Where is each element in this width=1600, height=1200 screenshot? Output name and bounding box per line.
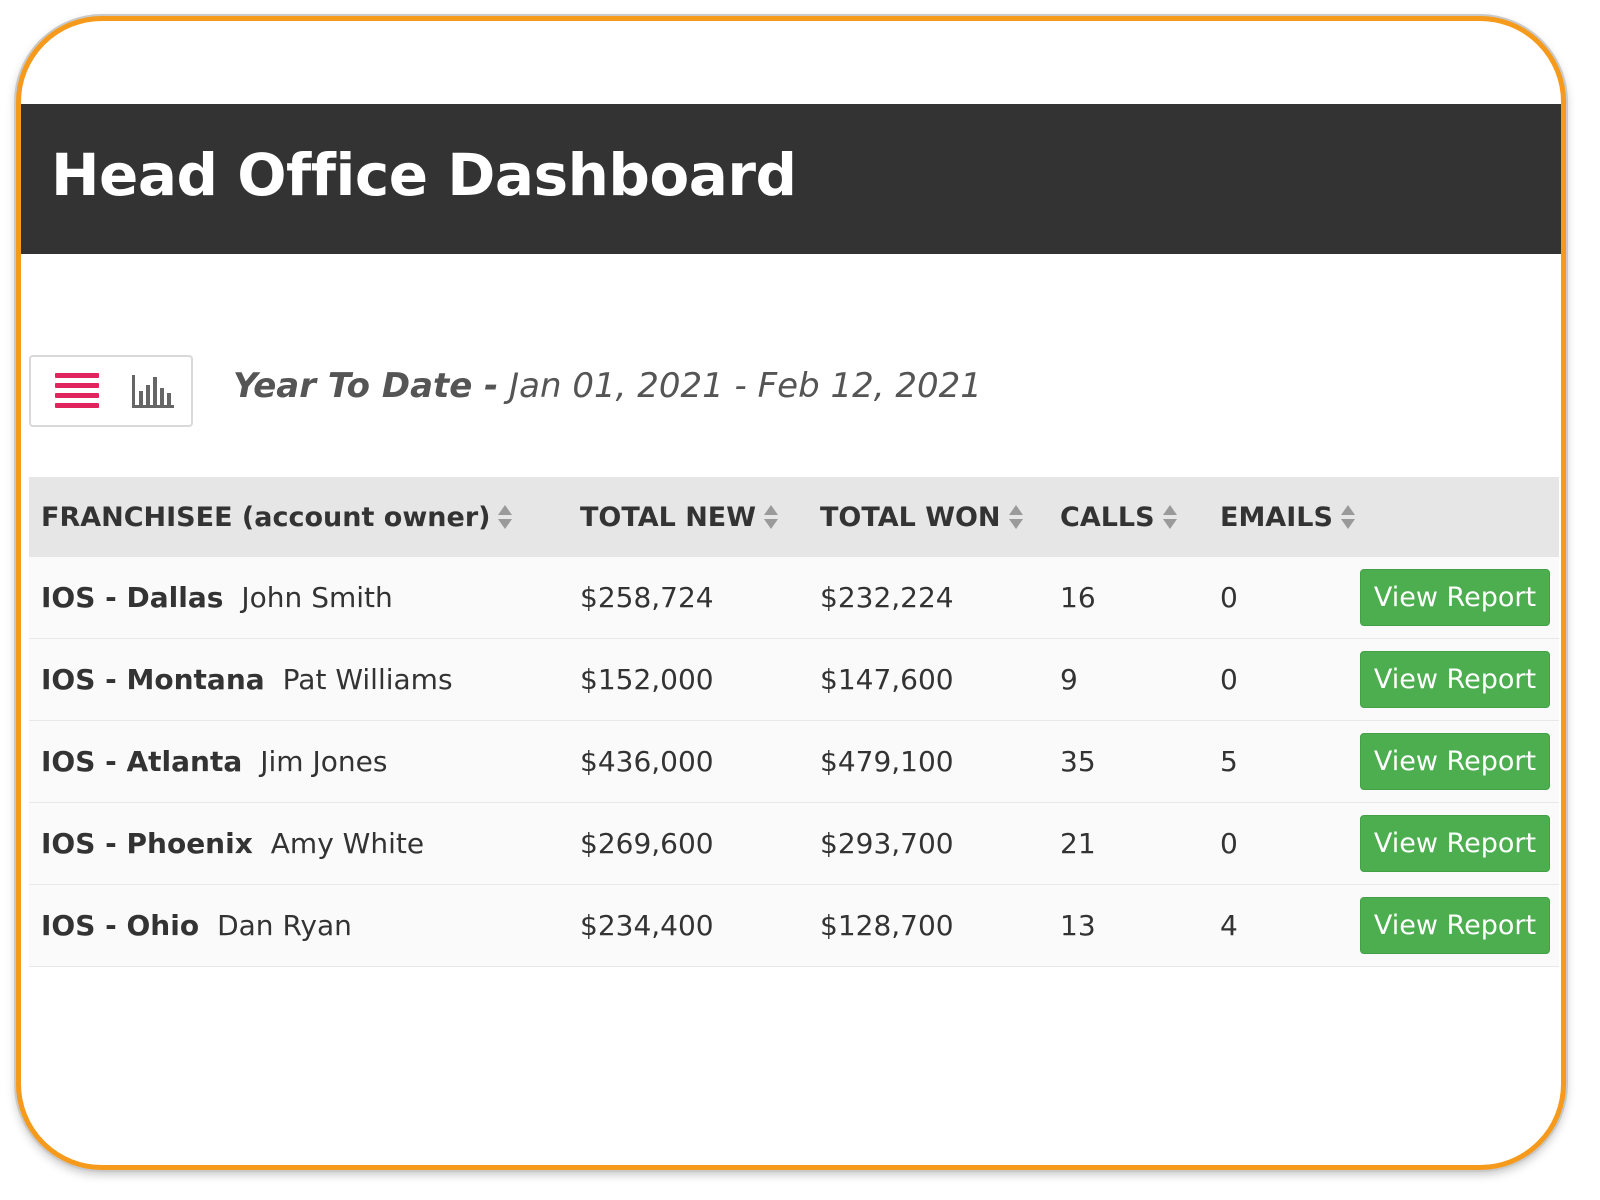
view-report-button[interactable]: View Report: [1360, 815, 1550, 872]
view-report-button[interactable]: View Report: [1360, 897, 1550, 954]
franchisee-cell: IOS - Dallas John Smith: [41, 557, 393, 638]
calls-cell: 35: [1060, 745, 1096, 778]
calls-cell: 13: [1060, 909, 1096, 942]
franchisee-cell: IOS - Atlanta Jim Jones: [41, 721, 387, 802]
emails-cell: 0: [1220, 663, 1238, 696]
column-header-total-new[interactable]: TOTAL NEW: [580, 477, 779, 557]
emails-cell: 4: [1220, 909, 1238, 942]
franchisee-location: IOS - Dallas: [41, 581, 224, 614]
sort-icon: [1162, 503, 1177, 531]
list-view-button[interactable]: [39, 357, 115, 425]
total-new-cell: $269,600: [580, 827, 714, 860]
table-row: IOS - Ohio Dan Ryan $234,400 $128,700 13…: [29, 885, 1559, 967]
franchisee-owner: Jim Jones: [260, 745, 388, 778]
table-row: IOS - Montana Pat Williams $152,000 $147…: [29, 639, 1559, 721]
franchisee-cell: IOS - Ohio Dan Ryan: [41, 885, 352, 966]
sort-icon: [1008, 503, 1023, 531]
table-row: IOS - Dallas John Smith $258,724 $232,22…: [29, 557, 1559, 639]
franchisee-cell: IOS - Phoenix Amy White: [41, 803, 424, 884]
total-won-cell: $232,224: [820, 581, 954, 614]
franchisee-location: IOS - Atlanta: [41, 745, 243, 778]
calls-cell: 21: [1060, 827, 1096, 860]
franchisee-owner: Dan Ryan: [217, 909, 352, 942]
calls-cell: 9: [1060, 663, 1078, 696]
sort-icon: [764, 503, 779, 531]
table-row: IOS - Atlanta Jim Jones $436,000 $479,10…: [29, 721, 1559, 803]
franchisee-location: IOS - Montana: [41, 663, 265, 696]
table-row: IOS - Phoenix Amy White $269,600 $293,70…: [29, 803, 1559, 885]
view-toggle-group: [29, 355, 193, 427]
total-new-cell: $152,000: [580, 663, 714, 696]
list-icon: [55, 373, 99, 408]
sort-icon: [498, 503, 513, 531]
column-header-franchisee[interactable]: FRANCHISEE (account owner): [41, 477, 513, 557]
column-header-emails[interactable]: EMAILS: [1220, 477, 1355, 557]
emails-cell: 5: [1220, 745, 1238, 778]
franchisee-table: FRANCHISEE (account owner) TOTAL NEW TOT…: [29, 477, 1559, 967]
franchisee-owner: Pat Williams: [282, 663, 453, 696]
total-won-cell: $479,100: [820, 745, 954, 778]
period-label: Year To Date -: [233, 366, 499, 406]
page-header: Head Office Dashboard: [21, 104, 1561, 254]
calls-cell: 16: [1060, 581, 1096, 614]
period-range: Jan 01, 2021 - Feb 12, 2021: [509, 366, 982, 406]
total-new-cell: $436,000: [580, 745, 714, 778]
page-title: Head Office Dashboard: [51, 141, 797, 209]
app-frame: Head Office Dashboard Year To Date: [16, 16, 1566, 1170]
franchisee-location: IOS - Phoenix: [41, 827, 253, 860]
view-report-button[interactable]: View Report: [1360, 733, 1550, 790]
franchisee-cell: IOS - Montana Pat Williams: [41, 639, 453, 720]
total-won-cell: $147,600: [820, 663, 954, 696]
total-won-cell: $128,700: [820, 909, 954, 942]
franchisee-location: IOS - Ohio: [41, 909, 200, 942]
view-report-button[interactable]: View Report: [1360, 651, 1550, 708]
column-header-calls[interactable]: CALLS: [1060, 477, 1177, 557]
franchisee-owner: Amy White: [270, 827, 425, 860]
sort-icon: [1340, 503, 1355, 531]
column-header-total-won[interactable]: TOTAL WON: [820, 477, 1023, 557]
date-range-heading: Year To Date - Jan 01, 2021 - Feb 12, 20…: [233, 366, 982, 406]
emails-cell: 0: [1220, 827, 1238, 860]
total-won-cell: $293,700: [820, 827, 954, 860]
total-new-cell: $234,400: [580, 909, 714, 942]
franchisee-owner: John Smith: [241, 581, 393, 614]
chart-view-button[interactable]: [115, 357, 191, 425]
view-report-button[interactable]: View Report: [1360, 569, 1550, 626]
emails-cell: 0: [1220, 581, 1238, 614]
total-new-cell: $258,724: [580, 581, 714, 614]
table-header-row: FRANCHISEE (account owner) TOTAL NEW TOT…: [29, 477, 1559, 557]
bar-chart-icon: [132, 375, 174, 408]
